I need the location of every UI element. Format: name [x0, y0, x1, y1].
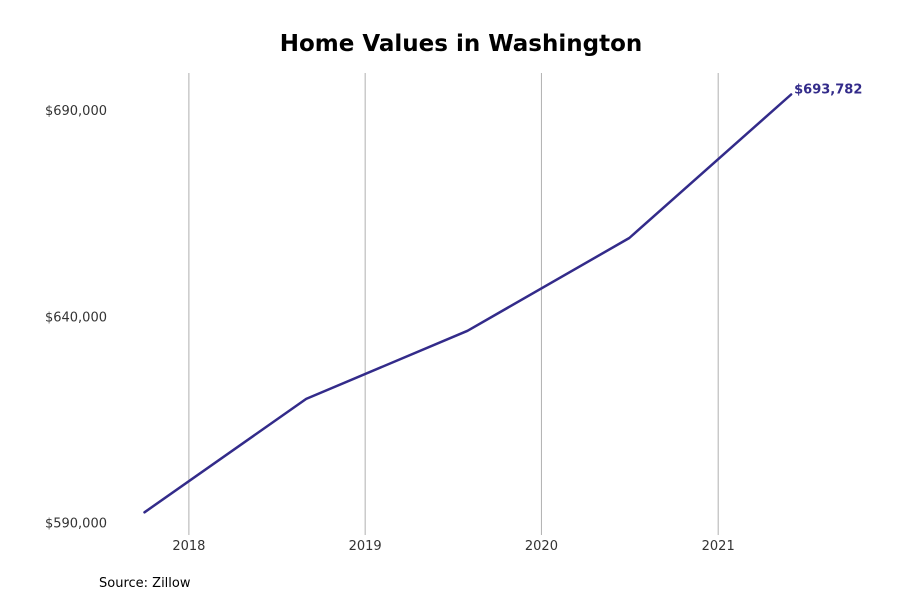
y-axis-ticks: $590,000 $640,000 $690,000	[45, 104, 107, 532]
x-tick-label-2021: 2021	[702, 539, 735, 554]
chart-title: Home Values in Washington	[280, 31, 643, 57]
grid-lines	[188, 73, 719, 535]
data-point-0-1	[304, 397, 308, 401]
data-point-0-0	[142, 510, 146, 514]
y-tick-label-0: $590,000	[45, 517, 107, 532]
end-value-label: $693,782	[794, 83, 862, 98]
data-point-0-4	[789, 93, 793, 97]
x-tick-label-2020: 2020	[525, 539, 558, 554]
series-layer	[142, 93, 793, 514]
x-tick-label-2019: 2019	[349, 539, 382, 554]
y-tick-label-1: $640,000	[45, 310, 107, 325]
x-tick-label-2018: 2018	[172, 539, 205, 554]
source-note: Source: Zillow	[99, 576, 191, 591]
series-line-0	[143, 93, 793, 514]
x-axis-ticks: 2018 2019 2020 2021	[172, 539, 734, 554]
y-tick-label-2: $690,000	[45, 104, 107, 119]
data-point-0-3	[627, 236, 631, 240]
data-point-0-2	[466, 329, 470, 333]
